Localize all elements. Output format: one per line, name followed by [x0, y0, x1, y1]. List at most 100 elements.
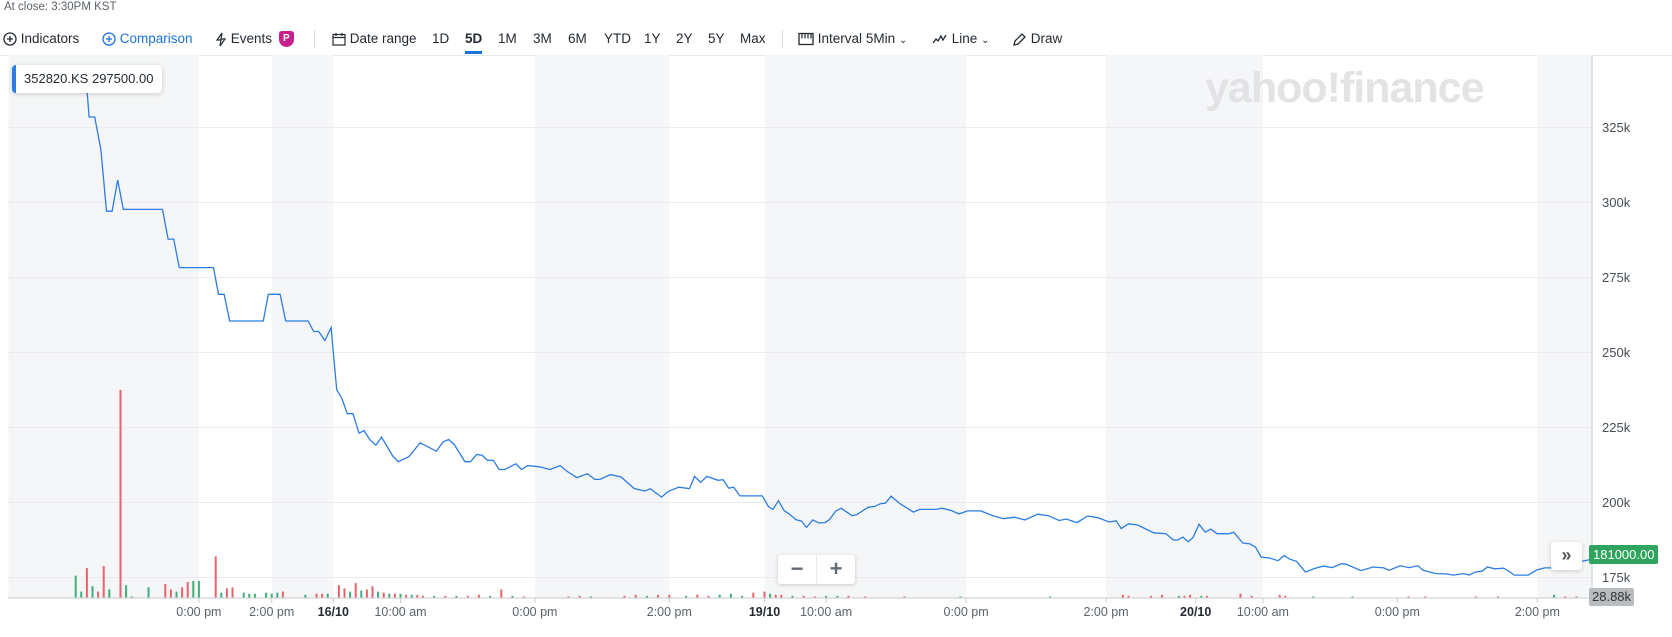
- interval-dropdown[interactable]: Interval 5Min ⌄: [798, 30, 907, 50]
- y-tick-label: 325k: [1602, 119, 1631, 135]
- zoom-in-button[interactable]: +: [829, 556, 843, 581]
- events-label: Events: [230, 31, 273, 46]
- volume-bar: [1284, 595, 1287, 598]
- volume-bar: [444, 595, 447, 598]
- volume-bar: [1049, 596, 1052, 598]
- volume-bar: [248, 593, 251, 598]
- range-3m[interactable]: 3M: [533, 31, 552, 46]
- volume-bar: [192, 580, 195, 598]
- chart-toolbar: Indicators Comparison Events P Date rang…: [0, 26, 1672, 56]
- volume-bar: [371, 586, 374, 598]
- indicators-label: Indicators: [20, 31, 80, 46]
- volume-bar: [668, 594, 671, 598]
- volume-bar: [1127, 595, 1130, 598]
- y-tick-label: 225k: [1602, 419, 1631, 435]
- scroll-to-latest-button[interactable]: »: [1551, 542, 1582, 570]
- x-tick-label: 20/10: [1180, 605, 1212, 619]
- volume-bar: [125, 585, 128, 598]
- plus-circle-icon: [102, 32, 116, 47]
- volume-bar: [276, 592, 279, 598]
- chart-type-label: Line: [951, 31, 978, 46]
- pencil-icon: [1013, 33, 1026, 46]
- toolbar-divider: [782, 30, 783, 48]
- session-band: [534, 55, 670, 598]
- y-tick-label: 175k: [1602, 569, 1631, 585]
- session-band: [1106, 55, 1263, 598]
- volume-bar: [130, 596, 133, 598]
- chevron-down-icon: ⌄: [981, 35, 990, 46]
- range-6m[interactable]: 6M: [568, 31, 587, 46]
- range-1d[interactable]: 1D: [432, 31, 450, 46]
- x-tick-label: 19/10: [748, 605, 781, 619]
- volume-bar: [455, 595, 458, 598]
- volume-bar: [696, 594, 699, 598]
- draw-label: Draw: [1030, 31, 1063, 46]
- volume-bar: [410, 594, 413, 598]
- volume-bar: [225, 588, 228, 598]
- volume-bar: [1278, 594, 1281, 598]
- volume-bar: [847, 595, 850, 598]
- range-5y[interactable]: 5Y: [708, 31, 725, 46]
- range-ytd[interactable]: YTD: [604, 31, 631, 46]
- volume-bars: [74, 390, 1578, 598]
- volume-bar: [1177, 595, 1180, 598]
- x-tick-label: 10:00 am: [374, 605, 427, 619]
- volume-bar: [181, 587, 184, 598]
- zoom-out-button[interactable]: −: [778, 555, 817, 584]
- range-1y[interactable]: 1Y: [644, 31, 661, 46]
- volume-bar: [85, 568, 88, 598]
- volume-bar: [836, 595, 839, 598]
- volume-bar: [382, 592, 385, 598]
- volume-bar: [265, 592, 268, 598]
- volume-bar: [91, 586, 94, 598]
- chart-type-dropdown[interactable]: Line ⌄: [932, 30, 989, 50]
- volume-bar: [388, 593, 391, 598]
- current-price-label: 181000.00: [1589, 545, 1659, 564]
- volume-bar: [1351, 596, 1354, 598]
- range-5d[interactable]: 5D: [465, 31, 483, 54]
- line-chart-icon: [932, 35, 947, 44]
- volume-bar: [645, 595, 648, 598]
- date-range-button[interactable]: Date range: [332, 30, 417, 48]
- y-tick-label: 200k: [1602, 494, 1631, 510]
- x-tick-label: 2:00 pm: [249, 605, 295, 619]
- volume-bar: [220, 592, 223, 598]
- volume-bar: [623, 595, 626, 598]
- volume-bar: [337, 585, 340, 598]
- range-2y[interactable]: 2Y: [676, 31, 693, 46]
- x-tick-label: 0:00 pm: [1374, 605, 1420, 619]
- x-tick-label: 2:00 pm: [1514, 605, 1560, 619]
- volume-bar: [304, 594, 307, 598]
- volume-bar: [903, 596, 906, 598]
- volume-bar: [1183, 595, 1186, 598]
- volume-bar: [959, 596, 962, 598]
- indicators-button[interactable]: Indicators: [3, 30, 79, 48]
- session-band: [8, 55, 199, 598]
- price-line: [86, 88, 1591, 576]
- events-button[interactable]: Events P: [215, 30, 294, 48]
- volume-bar: [1575, 596, 1578, 598]
- volume-bar: [315, 593, 318, 598]
- volume-bar: [349, 591, 352, 598]
- volume-bar: [1121, 594, 1124, 598]
- volume-bar: [1161, 594, 1164, 598]
- x-axis-ticks: [198, 598, 1538, 603]
- volume-bar: [1239, 593, 1242, 598]
- comparison-button[interactable]: Comparison: [102, 30, 193, 48]
- draw-button[interactable]: Draw: [1012, 30, 1062, 48]
- volume-bar: [175, 591, 178, 598]
- range-1m[interactable]: 1M: [498, 31, 517, 46]
- tooltip-symbol: 352820.KS: [24, 71, 89, 86]
- volume-bar: [416, 594, 419, 598]
- volume-bar: [589, 596, 592, 598]
- range-max[interactable]: Max: [740, 31, 766, 46]
- close-time-note: At close: 3:30PM KST: [4, 1, 117, 13]
- volume-bar: [214, 556, 217, 598]
- volume-bar: [147, 587, 150, 598]
- volume-bar: [511, 595, 514, 598]
- volume-bar: [1312, 596, 1315, 598]
- lightning-icon: [215, 32, 227, 47]
- volume-bar: [741, 595, 744, 598]
- tooltip-value: 297500.00: [91, 71, 154, 86]
